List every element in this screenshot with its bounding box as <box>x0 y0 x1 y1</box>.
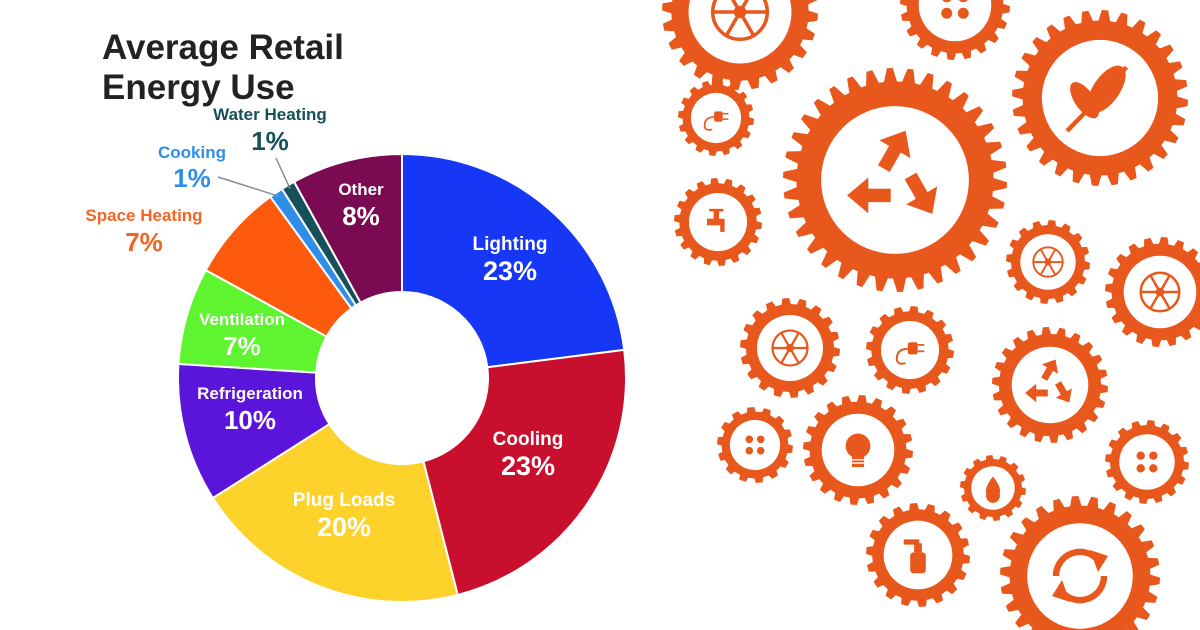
wheel-icon <box>710 0 770 42</box>
gear-faucet <box>674 178 762 266</box>
leaf-icon <box>1065 65 1129 133</box>
slice-value-lighting: 23% <box>483 256 537 286</box>
gear-refresh <box>1000 496 1160 630</box>
gear-droplet <box>960 455 1026 521</box>
gear-spray <box>866 503 970 607</box>
dots-icon <box>1136 451 1158 473</box>
gear-wheel-mid <box>1006 220 1090 304</box>
slice-label-space-heating: Space Heating <box>85 206 202 225</box>
gear-top-left <box>662 0 818 90</box>
slice-value-cooking: 1% <box>173 163 211 193</box>
chart-title: Average Retail Energy Use <box>102 28 344 107</box>
slice-other <box>292 152 403 304</box>
dots-icon <box>745 435 765 455</box>
gear-plug-mid <box>866 306 954 394</box>
gear-recycle-large <box>783 68 1007 292</box>
droplet-icon <box>985 476 1001 503</box>
dots-icon <box>941 0 969 19</box>
slice-refrigeration <box>177 362 331 500</box>
slice-value-refrigeration: 10% <box>224 405 276 435</box>
gear-dots-right <box>1105 420 1189 504</box>
gear-wheel-right <box>1105 237 1200 347</box>
slice-value-plug-loads: 20% <box>317 512 371 542</box>
slice-label-lighting: Lighting <box>473 234 548 255</box>
lightbulb-icon <box>845 433 871 468</box>
faucet-icon <box>707 208 725 232</box>
refresh-icon <box>1052 548 1108 604</box>
recycle-icon <box>847 130 938 214</box>
gear-leaf <box>1012 10 1188 186</box>
spray-bottle-icon <box>903 539 926 574</box>
gear-wheel-left <box>740 298 840 398</box>
recycle-icon <box>1025 359 1072 403</box>
slice-value-ventilation: 7% <box>223 331 261 361</box>
wheel-icon <box>1032 246 1064 278</box>
slice-label-plug-loads: Plug Loads <box>293 490 395 511</box>
leader-line-water-heating <box>275 157 291 189</box>
gear-top-center <box>900 0 1010 60</box>
gear-lightbulb <box>803 395 913 505</box>
leader-line-cooking <box>217 176 279 197</box>
slice-value-space-heating: 7% <box>125 227 163 257</box>
wheel-icon <box>771 329 809 367</box>
slice-label-cooking: Cooking <box>158 143 226 162</box>
slice-label-ventilation: Ventilation <box>199 310 285 329</box>
gear-plug-top <box>678 80 754 156</box>
slice-value-water-heating: 1% <box>251 126 289 156</box>
slice-label-other: Other <box>338 180 384 199</box>
slice-value-other: 8% <box>342 201 380 231</box>
slice-label-refrigeration: Refrigeration <box>197 384 303 403</box>
wheel-icon <box>1139 271 1181 313</box>
slice-label-water-heating: Water Heating <box>213 105 327 124</box>
gear-dots-left <box>717 407 793 483</box>
slice-value-cooling: 23% <box>501 451 555 481</box>
slice-plug-loads <box>211 422 459 603</box>
slice-label-cooling: Cooling <box>493 429 564 450</box>
plug-icon <box>895 342 925 365</box>
gear-recycle-small <box>992 327 1108 443</box>
slice-cooling <box>422 348 627 597</box>
plug-icon <box>703 111 729 131</box>
slice-lighting <box>401 152 626 369</box>
